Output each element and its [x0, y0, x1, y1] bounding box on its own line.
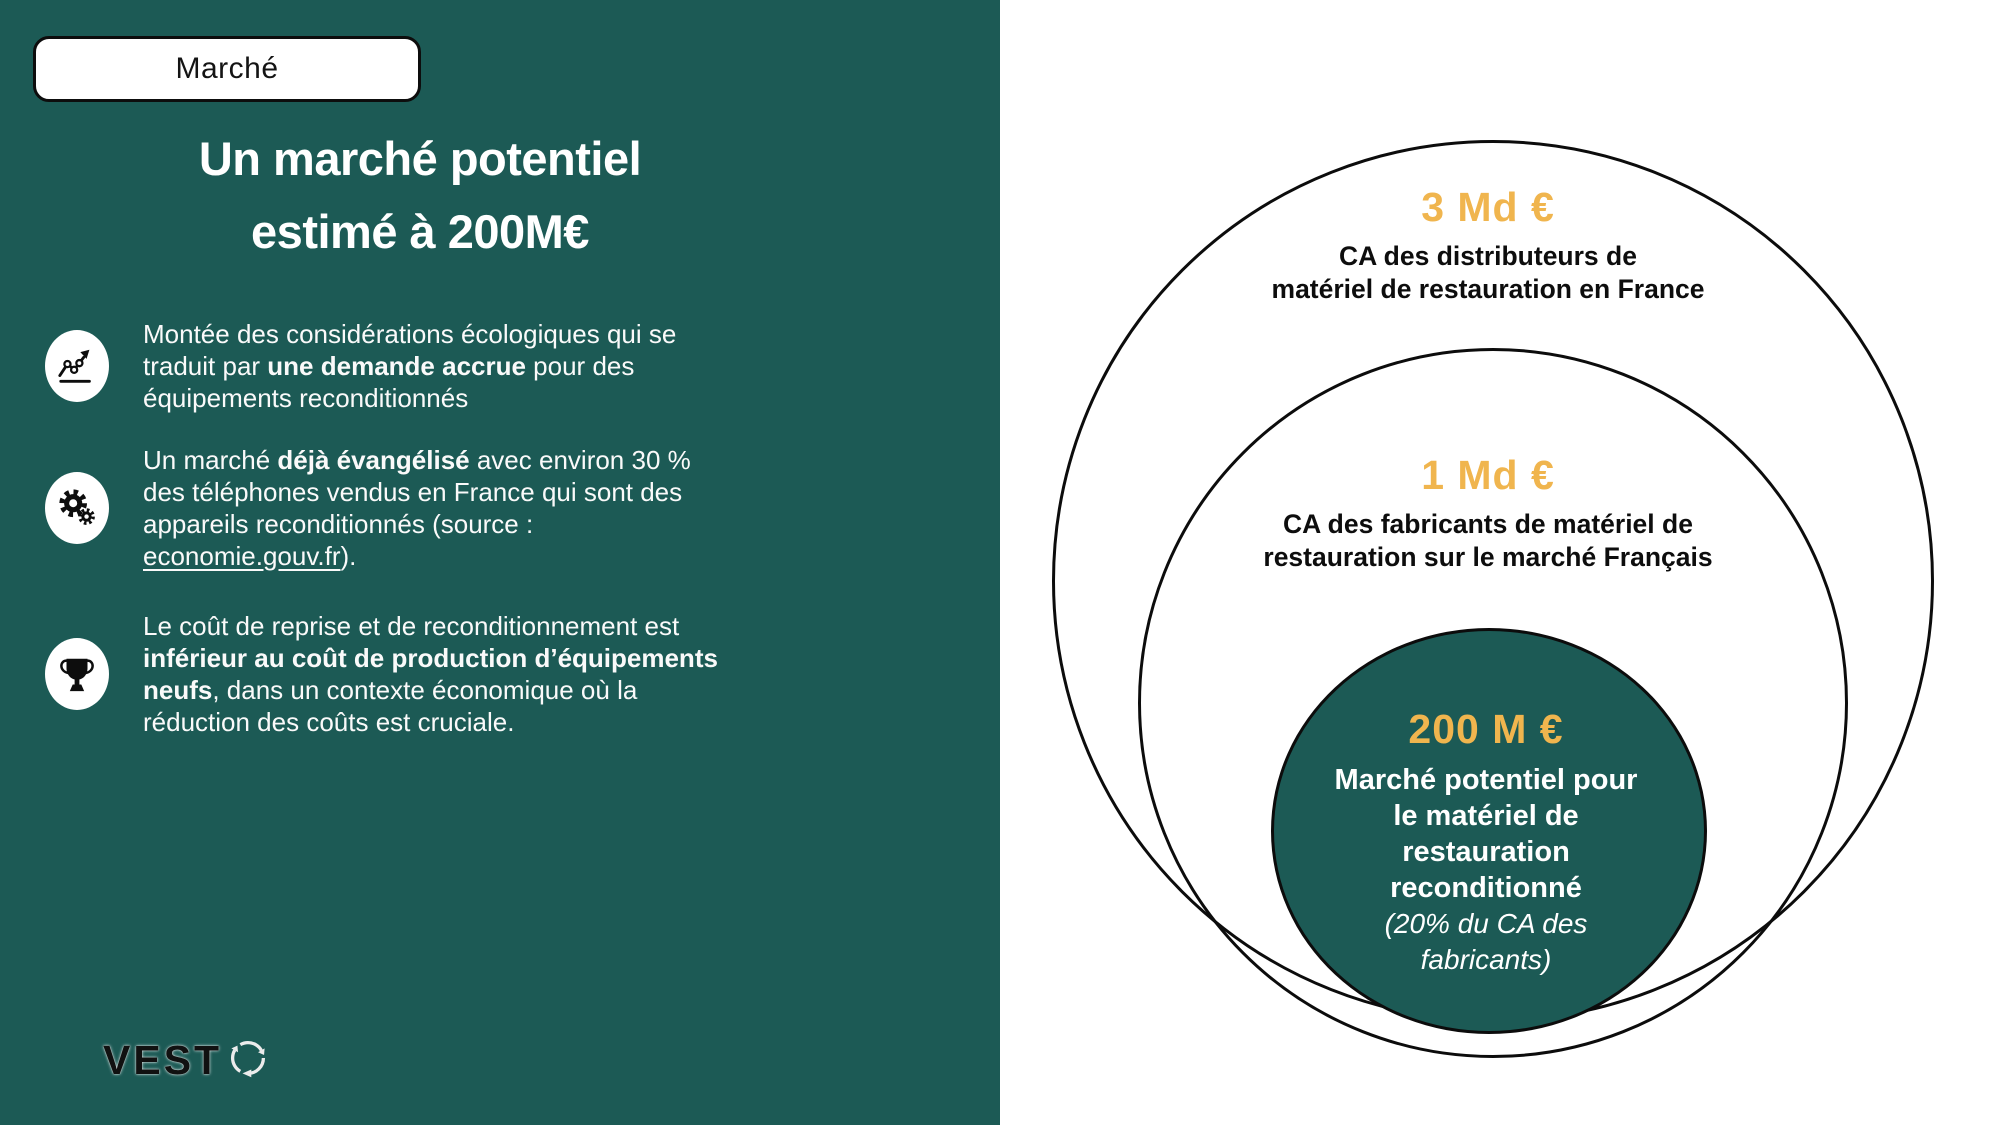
text-part: Le coût de reprise et de reconditionneme… [143, 611, 680, 641]
text-part: pour des équipements reconditionnés [143, 351, 635, 413]
text-part: ). [340, 541, 357, 571]
left-panel: Marché Un marché potentiel estimé à 200M… [0, 0, 1000, 1125]
text-part: Montée des considérations écologiques qu… [143, 319, 677, 381]
bullet-evangelized: Un marché déjà évangélisé avec environ 3… [45, 444, 735, 572]
page-title: Un marché potentiel estimé à 200M€ [40, 122, 800, 268]
page-title-line1: Un marché potentiel [198, 132, 642, 185]
bullet-cost: Le coût de reprise et de reconditionneme… [45, 610, 735, 738]
market-size-diagram: 3 Md € CA des distributeurs de matériel … [1000, 0, 2000, 1125]
page-title-line2: estimé à 200M€ [251, 205, 589, 258]
label-line: restauration [1402, 836, 1570, 868]
label-line: Marché potentiel pour [1334, 764, 1638, 796]
label-line: CA des distributeurs de [1339, 241, 1637, 271]
trophy-icon [45, 638, 109, 710]
section-tag-label: Marché [175, 52, 279, 85]
label-distributors: 3 Md € CA des distributeurs de matériel … [1168, 184, 1808, 306]
label-note-line: (20% du CA des [1384, 908, 1588, 939]
section-tag: Marché [33, 36, 421, 102]
label-line: CA des fabricants de matériel de [1283, 509, 1693, 539]
bullet-evangelized-text: Un marché déjà évangélisé avec environ 3… [143, 444, 728, 572]
label-line: restauration sur le marché Français [1263, 542, 1713, 572]
label-note-line: fabricants) [1420, 944, 1552, 975]
text-part: , dans un contexte économique où la rédu… [143, 675, 638, 737]
circle-manufacturers-1md [1138, 348, 1848, 1058]
value-1md: 1 Md € [1421, 452, 1555, 498]
text-part-bold: inférieur au coût de production d’équipe… [143, 643, 718, 705]
source-link[interactable]: economie.gouv.fr [143, 541, 341, 571]
label-line: reconditionné [1390, 872, 1582, 904]
vesto-logo: VEST [103, 1036, 270, 1085]
value-3md: 3 Md € [1421, 184, 1555, 230]
label-potential-market: 200 M € Marché potentiel pour le matérie… [1296, 706, 1676, 978]
label-line: le matériel de [1393, 800, 1579, 832]
recycle-icon [226, 1036, 270, 1085]
text-part-bold: une demande accrue [267, 351, 526, 381]
text-part: Un marché [143, 445, 278, 475]
bullet-ecology-text: Montée des considérations écologiques qu… [143, 318, 728, 414]
trend-chart-icon [45, 330, 109, 402]
vesto-logo-text: VEST [103, 1037, 223, 1083]
label-manufacturers: 1 Md € CA des fabricants de matériel de … [1168, 452, 1808, 574]
text-part-bold: déjà évangélisé [277, 445, 470, 475]
bullet-ecology: Montée des considérations écologiques qu… [45, 318, 735, 414]
gears-icon [45, 472, 109, 544]
label-line: matériel de restauration en France [1271, 274, 1705, 304]
value-200m: 200 M € [1408, 706, 1564, 752]
bullet-cost-text: Le coût de reprise et de reconditionneme… [143, 610, 728, 738]
text-part: avec environ 30 % des téléphones vendus … [143, 445, 691, 539]
circle-potential-200m [1271, 628, 1707, 1034]
